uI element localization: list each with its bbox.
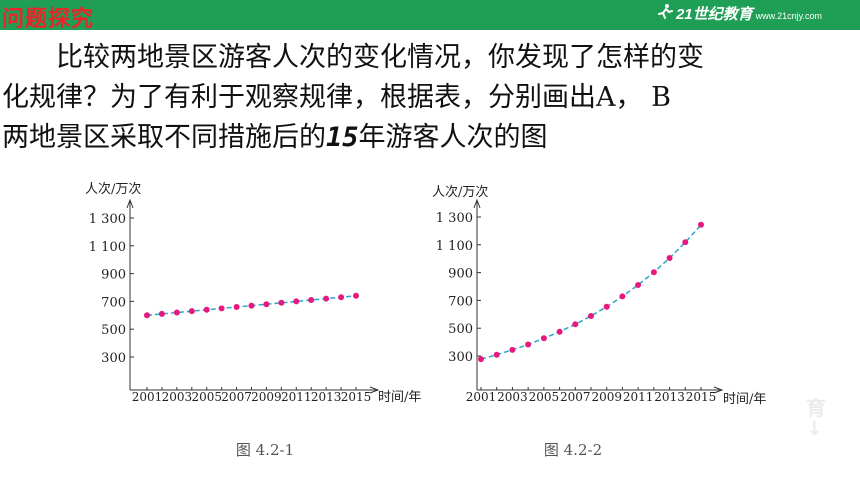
- intro-line-3: 两地景区采取不同措施后的15年游客人次的图: [2, 118, 832, 158]
- chart1-x-tick-label: 2003: [162, 390, 193, 404]
- runner-icon: [657, 3, 673, 23]
- section-title: 问题探究: [2, 7, 95, 32]
- chart2-data-point: [650, 269, 657, 276]
- chart2-x-tick-label: 2013: [654, 390, 685, 404]
- chart1-y-axis-arrow: [126, 198, 134, 209]
- chart2-caption: 图 4.2-2: [544, 441, 602, 459]
- chart2-data-point: [540, 335, 547, 342]
- chart2-data-point: [603, 303, 610, 310]
- chart1-data-point: [323, 295, 330, 302]
- header-bar: 问题探究 21世纪教育 www.21cnjy.com: [0, 0, 860, 32]
- chart1-data-point: [293, 298, 300, 305]
- chart2-data-point: [682, 239, 689, 246]
- chart1-data-point: [263, 301, 270, 308]
- chart2-y-tick-label: 500: [448, 322, 473, 337]
- chart2-x-tick-label: 2009: [591, 390, 622, 404]
- chart1-y-tick-label: 900: [101, 268, 126, 283]
- chart1-x-tick-label: 2011: [281, 390, 312, 404]
- chart1-x-axis-arrow: [369, 386, 380, 394]
- chart1-data-point: [278, 299, 285, 306]
- chart1-y-tick-label: 500: [101, 323, 126, 338]
- chart2-y-tick-label: 900: [448, 267, 473, 282]
- chart1-data-point: [353, 292, 359, 299]
- chart2-data-point: [509, 346, 516, 353]
- chart2-x-axis-label: 时间/年: [723, 392, 766, 407]
- chart1-y-tick-label: 300: [101, 351, 126, 366]
- chart2-data-point: [698, 221, 704, 228]
- chart1-x-axis-label: 时间/年: [378, 390, 421, 405]
- chart2-data-point: [525, 341, 532, 348]
- chart2-y-tick-label: 1 300: [436, 211, 473, 226]
- intro-line-3-post: 年游客人次的图: [358, 122, 548, 153]
- chart1-x-tick-label: 2001: [132, 390, 163, 404]
- chart2-y-axis-label: 人次/万次: [432, 184, 488, 200]
- chart1-data-point: [173, 309, 180, 316]
- chart2-x-tick-label: 2001: [466, 390, 497, 404]
- chart2-x-axis-arrow: [713, 386, 724, 394]
- chart1-x-tick-label: 2005: [191, 390, 222, 404]
- chart2-x-tick-label: 2005: [529, 390, 560, 404]
- chart1-y-tick-label: 1 300: [89, 212, 126, 227]
- chart2-x-tick-label: 2011: [623, 390, 654, 404]
- chart2-x-tick-label: 2015: [686, 390, 717, 404]
- chart1-data-point: [144, 312, 150, 319]
- chart1-data-point: [158, 310, 165, 317]
- chart1-y-axis-label: 人次/万次: [85, 181, 141, 197]
- chart2-y-tick-label: 300: [448, 350, 473, 365]
- chart1-y-tick-label: 1 100: [89, 240, 126, 255]
- watermark-glyph: 育 ↓: [806, 396, 826, 440]
- chart2-y-axis-arrow: [473, 198, 481, 209]
- chart2-data-point: [588, 313, 594, 319]
- chart1-data-point: [308, 297, 315, 303]
- chart1-data-point: [203, 306, 210, 313]
- chart1-data-point: [188, 308, 195, 315]
- chart1-x-tick-label: 2013: [311, 390, 342, 404]
- chart2-x-tick-label: 2007: [560, 390, 591, 404]
- intro-line-1: 比较两地景区游客人次的变化情况，你发现了怎样的变: [56, 42, 704, 73]
- chart2-data-point: [619, 293, 626, 300]
- intro-text: 比较两地景区游客人次的变化情况，你发现了怎样的变 化规律？为了有利于观察规律，根…: [2, 38, 832, 158]
- chart2-data-point: [666, 255, 673, 261]
- chart2-x-tick-label: 2003: [497, 390, 528, 404]
- chart2-y-tick-label: 700: [448, 294, 473, 309]
- chart2-y-tick-label: 1 100: [436, 239, 473, 254]
- chart2-data-point: [635, 282, 642, 288]
- chart2-data-point: [556, 328, 563, 335]
- chart2-data-point: [493, 351, 500, 358]
- chart2-data-point: [478, 356, 484, 363]
- intro-line-3-number: 15: [326, 122, 359, 153]
- chart1-data-point: [338, 294, 345, 301]
- chart1-data-point: [248, 302, 255, 309]
- chart1-y-tick-label: 700: [101, 295, 126, 310]
- logo-subtext: www.21cnjy.com: [755, 11, 822, 21]
- intro-line-3-pre: 两地景区采取不同措施后的: [2, 122, 326, 153]
- chart1-data-point: [233, 304, 240, 310]
- logo-text: 21世纪教育: [675, 6, 753, 23]
- chart1-x-tick-label: 2009: [251, 390, 282, 404]
- chart1-data-point: [218, 305, 225, 312]
- intro-line-2: 化规律？为了有利于观察规律，根据表，分别画出A， B: [2, 82, 671, 113]
- chart2-data-point: [572, 321, 579, 328]
- chart1-x-tick-label: 2015: [341, 390, 372, 404]
- brand-logo: 21世纪教育 www.21cnjy.com: [657, 3, 822, 24]
- chart2-series-line: [480, 224, 702, 360]
- chart1-x-tick-label: 2007: [221, 390, 252, 404]
- chart1-caption: 图 4.2-1: [236, 441, 294, 459]
